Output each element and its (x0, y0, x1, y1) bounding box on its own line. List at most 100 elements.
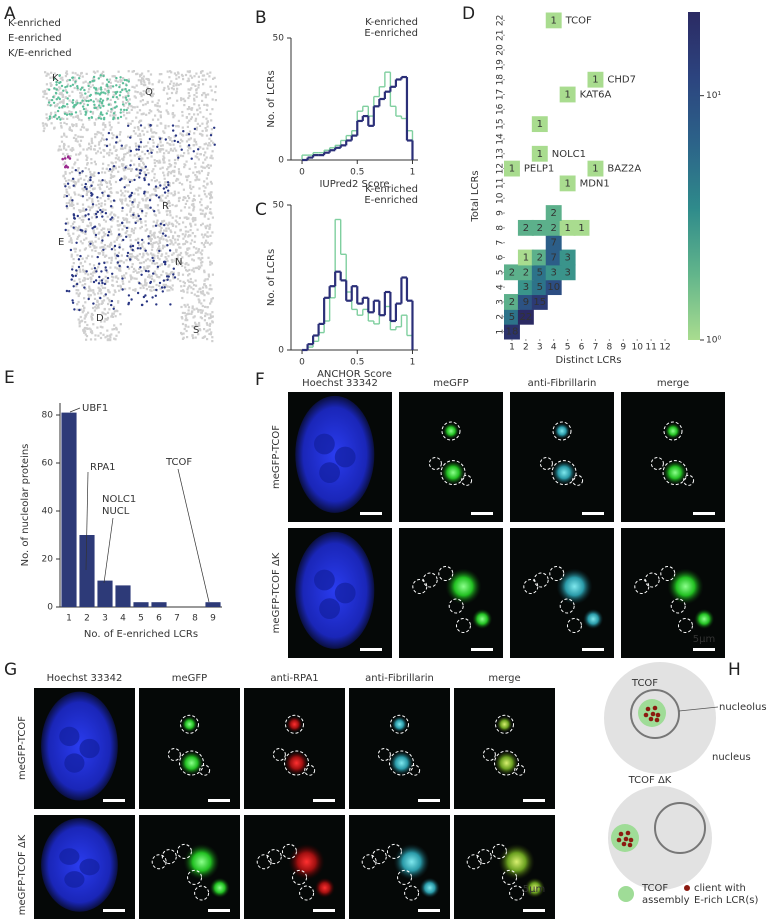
embedding-dot (189, 280, 192, 283)
image-bg (244, 688, 345, 809)
embedding-dot (124, 96, 128, 99)
embedding-dot (200, 198, 203, 201)
client (655, 712, 661, 718)
embedding-dot (79, 96, 82, 99)
embedding-dot (100, 117, 103, 120)
nucleolus-shadow (59, 726, 80, 747)
cell-label: 5 (537, 282, 543, 293)
embedding-dot (172, 235, 175, 238)
embedding-dot (111, 279, 114, 282)
embedding-dot (151, 138, 154, 142)
embedding-dot (171, 124, 175, 127)
embedding-dot (59, 77, 62, 80)
embedding-dot (202, 292, 205, 295)
roi-circle (304, 764, 316, 776)
embedding-dot (93, 293, 96, 296)
embedding-dot (95, 97, 98, 101)
embedding-dot (129, 122, 132, 125)
embedding-dot (130, 214, 133, 217)
embedding-dot (177, 197, 181, 200)
embedding-dot (96, 108, 99, 111)
embedding-dot (106, 97, 110, 101)
heatmap-cell (559, 249, 576, 266)
embedding-dot (209, 234, 212, 237)
embedding-dot (90, 194, 93, 197)
embedding-dot (109, 200, 113, 203)
embedding-dot (139, 247, 142, 250)
micrograph (399, 528, 503, 658)
embedding-dot (116, 267, 119, 270)
embedding-dot (193, 94, 196, 97)
nucleolus-shadow (64, 753, 85, 773)
embedding-dot (189, 186, 192, 189)
embedding-dot (98, 279, 101, 282)
embedding-dot (114, 165, 117, 168)
embedding-dot (132, 229, 135, 232)
embedding-dot (157, 224, 160, 227)
embedding-dot (204, 158, 207, 161)
embedding-dot (103, 255, 107, 258)
client (616, 837, 622, 843)
embedding-dot (96, 227, 99, 230)
embedding-dot (138, 176, 141, 179)
embedding-dot (67, 221, 70, 224)
client (654, 717, 660, 723)
embedding-dot (194, 235, 197, 238)
embedding-dot (171, 237, 175, 240)
embedding-dot (127, 267, 131, 270)
embedding-dot (157, 256, 160, 259)
embedding-dot (69, 148, 72, 151)
embedding-dot (161, 220, 164, 224)
embedding-dot (74, 161, 77, 164)
embedding-dot (173, 114, 176, 117)
embedding-dot (180, 333, 183, 336)
region-label: S (193, 325, 199, 336)
embedding-dot (198, 299, 201, 302)
embedding-dot (102, 91, 105, 94)
embedding-dot (170, 222, 174, 225)
embedding-dot (199, 266, 202, 269)
embedding-dot (180, 148, 183, 151)
embedding-dot (171, 284, 174, 287)
embedding-dot (202, 336, 206, 339)
embedding-dot (95, 307, 98, 310)
embedding-dot (94, 144, 97, 147)
embedding-dot (112, 134, 115, 137)
embedding-dot (63, 143, 66, 146)
embedding-dot (79, 210, 82, 213)
embedding-dot (59, 87, 62, 90)
roi-circle (390, 714, 409, 734)
roi-circle (539, 457, 553, 470)
embedding-dot (104, 124, 107, 127)
embedding-dot (165, 210, 168, 213)
blob (183, 843, 220, 880)
embedding-dot (166, 181, 170, 184)
embedding-dot (154, 187, 157, 190)
embedding-dot (115, 334, 118, 337)
embedding-dot (129, 275, 133, 278)
embedding-dot (187, 133, 191, 136)
embedding-dot (85, 208, 88, 211)
embedding-dot (162, 238, 165, 241)
embedding-dot (158, 79, 161, 82)
embedding-dot (182, 290, 185, 293)
embedding-dot (103, 218, 106, 221)
embedding-dot (66, 153, 69, 156)
embedding-dot (119, 111, 122, 114)
embedding-dot (181, 75, 184, 78)
embedding-dot (150, 289, 153, 292)
scale-bar (103, 909, 125, 912)
embedding-dot (144, 281, 147, 284)
y-tick-label: 80 (42, 411, 54, 421)
embedding-dot (175, 90, 178, 93)
embedding-dot (104, 208, 107, 212)
embedding-dot (211, 315, 214, 318)
embedding-dot (115, 134, 118, 137)
embedding-dot (91, 244, 95, 247)
embedding-dot (190, 291, 193, 294)
embedding-dot (124, 147, 127, 150)
client (648, 716, 654, 722)
embedding-dot (41, 122, 44, 125)
embedding-dot (128, 102, 131, 106)
embedding-dot (60, 148, 63, 151)
